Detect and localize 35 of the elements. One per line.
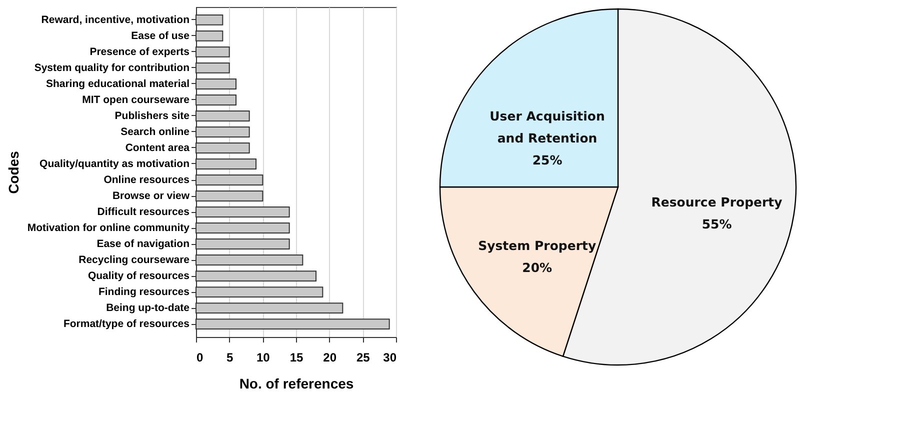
y-tick-label: Sharing educational material xyxy=(46,78,190,90)
y-tick-label: Being up-to-date xyxy=(106,302,190,314)
y-tick-label: Difficult resources xyxy=(97,206,190,218)
y-tick-label: Presence of experts xyxy=(90,46,190,58)
y-tick-label: Finding resources xyxy=(98,286,190,298)
y-tick-label: Search online xyxy=(120,126,190,138)
y-tick-label: Format/type of resources xyxy=(63,318,190,330)
data-label: 55% xyxy=(702,216,732,232)
x-tick-label: 15 xyxy=(290,350,304,364)
y-tick-label: System quality for contribution xyxy=(34,62,190,74)
x-tick-label: 20 xyxy=(323,350,337,364)
data-label: 25% xyxy=(532,152,563,168)
y-tick-label: Ease of navigation xyxy=(96,238,190,250)
y-tick-label: Publishers site xyxy=(114,110,190,122)
x-tick-label: 5 xyxy=(226,350,234,364)
slice-label: User Acquisition and Retention xyxy=(490,108,605,146)
y-tick-label: Ease of use xyxy=(131,30,190,42)
slice-label: System Property xyxy=(478,238,596,253)
data-label: 20% xyxy=(522,260,553,275)
y-tick-label: Recycling courseware xyxy=(78,254,190,266)
y-tick-label: Online resources xyxy=(104,174,190,186)
y-axis-title: Codes xyxy=(5,150,22,194)
y-tick-label: Content area xyxy=(125,142,190,154)
x-tick-label: 0 xyxy=(196,350,204,364)
x-tick-label: 10 xyxy=(256,350,270,364)
x-axis-title: No. of references xyxy=(239,376,354,392)
y-tick-label: Reward, incentive, motivation xyxy=(41,14,190,26)
slice-label: Resource Property xyxy=(651,194,782,210)
x-tick-label: 25 xyxy=(356,350,370,364)
y-tick-label: Motivation for online community xyxy=(27,222,190,234)
y-tick-label: MIT open courseware xyxy=(82,94,190,106)
y-tick-label: Browse or view xyxy=(112,190,190,202)
x-tick-label: 30 xyxy=(383,350,397,364)
y-tick-label: Quality/quantity as motivation xyxy=(40,158,190,170)
y-tick-label: Quality of resources xyxy=(88,270,190,282)
